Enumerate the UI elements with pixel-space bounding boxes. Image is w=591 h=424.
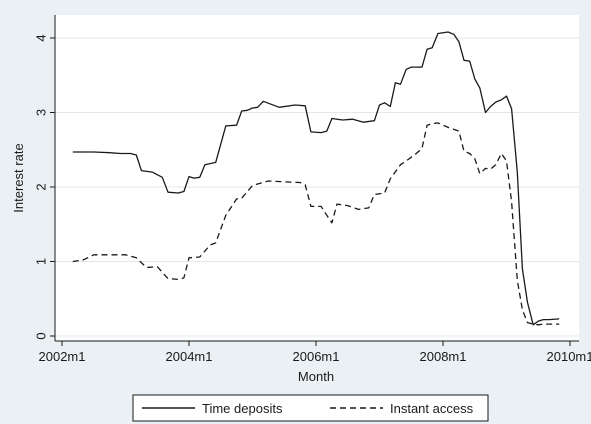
x-tick-label: 2004m1	[166, 349, 213, 364]
series-line-time-deposits	[72, 31, 560, 326]
x-axis: 2002m1 2004m1 2006m1 2008m1 2010m1	[39, 340, 591, 364]
y-axis-title: Interest rate	[11, 143, 26, 212]
y-tick-label: 1	[34, 258, 49, 265]
series-line-instant-access	[72, 122, 560, 326]
x-tick-label: 2006m1	[293, 349, 340, 364]
x-axis-title: Month	[298, 369, 334, 384]
y-tick-label: 0	[34, 332, 49, 339]
legend-label-time-deposits: Time deposits	[202, 401, 283, 416]
legend-label-instant-access: Instant access	[390, 401, 474, 416]
series-lines	[72, 31, 560, 326]
legend: Time deposits Instant access	[132, 394, 489, 422]
y-axis: 0 1 2 3 4	[34, 15, 56, 341]
gridlines	[55, 37, 579, 337]
x-tick-label: 2002m1	[39, 349, 86, 364]
x-tick-label: 2010m1	[547, 349, 591, 364]
plot-area	[55, 15, 579, 341]
y-tick-label: 3	[34, 109, 49, 116]
y-tick-label: 4	[34, 34, 49, 41]
x-tick-label: 2008m1	[420, 349, 467, 364]
y-tick-label: 2	[34, 183, 49, 190]
